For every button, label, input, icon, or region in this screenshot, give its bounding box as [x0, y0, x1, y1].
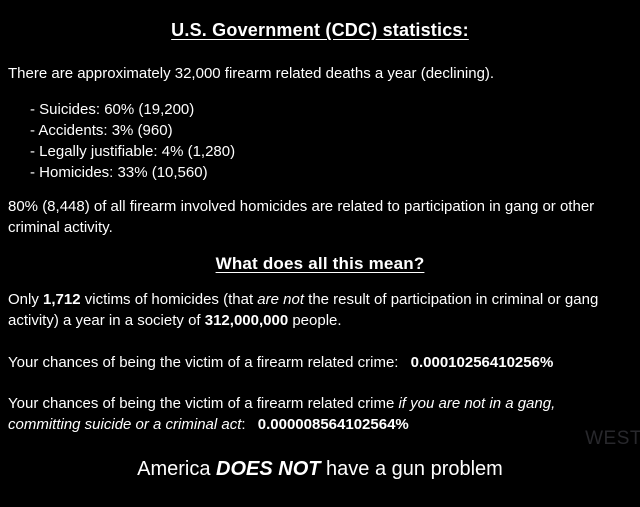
page-title: U.S. Government (CDC) statistics:	[171, 20, 469, 40]
chance-line-1: Your chances of being the victim of a fi…	[0, 352, 640, 373]
chance-2-label: Your chances of being the victim of a fi…	[8, 395, 399, 412]
intro-text: There are approximately 32,000 firearm r…	[8, 65, 495, 82]
stat-item-homicides: - Homicides: 33% (10,560)	[30, 164, 208, 181]
conclusion-line: America DOES NOT have a gun problem	[0, 456, 640, 483]
chance-2-colon: :	[241, 416, 250, 433]
chance-line-2: Your chances of being the victim of a fi…	[0, 393, 640, 435]
gang-paragraph: 80% (8,448) of all firearm involved homi…	[8, 198, 595, 236]
summary-text-2: victims of homicides (that	[80, 291, 258, 308]
summary-text-1: Only	[8, 291, 44, 308]
summary-text-3: the result of participation in criminal …	[8, 291, 599, 329]
conclusion-text-1: America	[137, 458, 217, 480]
stat-list: - Suicides: 60% (19,200) - Accidents: 3%…	[0, 99, 640, 183]
summary-population: 312,000,000	[204, 312, 289, 329]
subheading: What does all this mean?	[215, 254, 425, 273]
stat-item-accidents: - Accidents: 3% (960)	[30, 122, 173, 139]
chance-1-label: Your chances of being the victim of a fi…	[8, 354, 403, 371]
stat-item-suicides: - Suicides: 60% (19,200)	[30, 101, 195, 118]
conclusion-text-2: have a gun problem	[320, 458, 503, 480]
summary-victim-count: 1,712	[43, 291, 81, 308]
chance-2-value: 0.000008564102564%	[257, 416, 409, 433]
chance-1-value: 0.00010256410256%	[410, 354, 554, 371]
watermark: WEST	[585, 428, 640, 449]
summary-emphasis: are not	[257, 291, 304, 308]
summary-text-4: people.	[288, 312, 342, 329]
summary-paragraph: Only 1,712 victims of homicides (that ar…	[0, 289, 640, 331]
conclusion-emphasis: DOES NOT	[216, 458, 321, 480]
stat-item-legally-justifiable: - Legally justifiable: 4% (1,280)	[30, 143, 236, 160]
chance-2-condition: if you are not in a gang, committing sui…	[8, 395, 556, 433]
